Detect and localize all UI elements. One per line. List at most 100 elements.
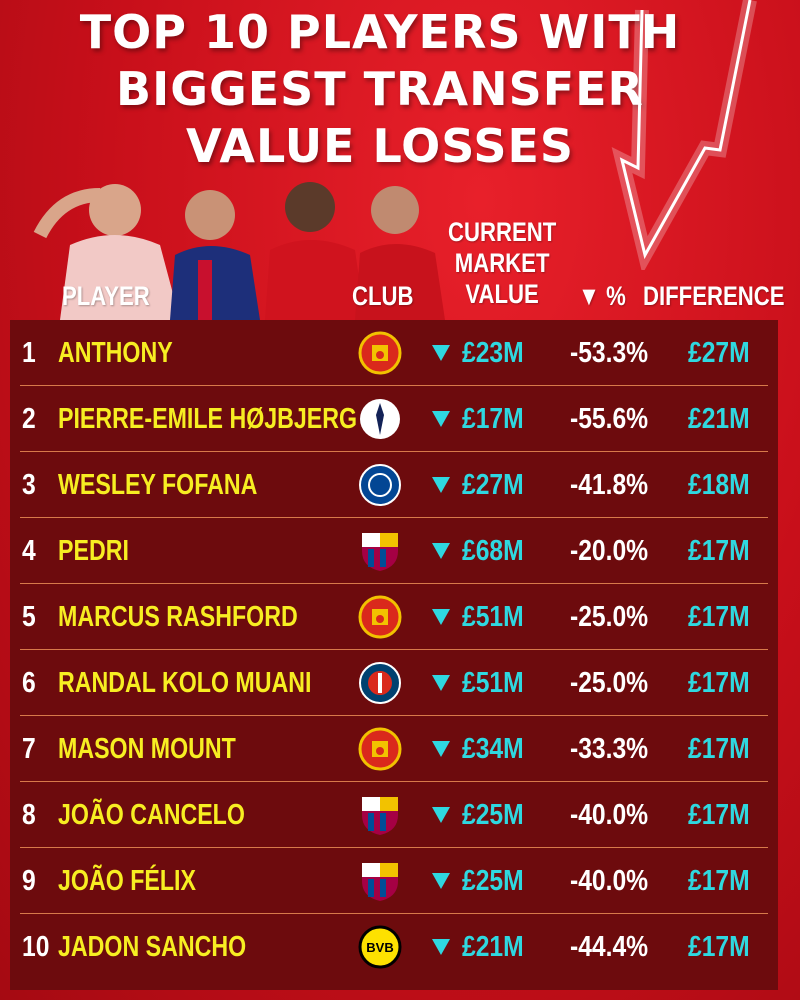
table-row: 8 JOÃO CANCELO £25M -40.0% £17M — [10, 782, 778, 848]
rank: 1 — [22, 337, 36, 369]
player-name: PIERRE-EMILE HØJBJERG — [58, 403, 358, 435]
page-title: TOP 10 PLAYERS WITH BIGGEST TRANSFER VAL… — [79, 5, 681, 173]
down-triangle-icon — [432, 939, 450, 955]
market-value: £21M — [462, 931, 524, 963]
down-triangle-icon — [432, 411, 450, 427]
player-name: JOÃO CANCELO — [58, 799, 245, 831]
down-triangle-icon — [432, 477, 450, 493]
svg-text:BVB: BVB — [366, 940, 393, 955]
down-triangle-icon — [432, 675, 450, 691]
row-divider — [20, 649, 768, 650]
header-player: PLAYER — [62, 281, 150, 311]
rank: 9 — [22, 865, 36, 897]
player-photo — [355, 186, 445, 320]
rank: 10 — [22, 931, 50, 963]
row-divider — [20, 781, 768, 782]
row-divider — [20, 583, 768, 584]
percent-change: -40.0% — [570, 799, 649, 831]
market-value: £17M — [462, 403, 524, 435]
table-row: 7 MASON MOUNT £34M -33.3% £17M — [10, 716, 778, 782]
header-value: CURRENT MARKET VALUE — [448, 217, 557, 309]
barcelona-crest-icon — [362, 797, 398, 835]
market-value: £23M — [462, 337, 524, 369]
barcelona-crest-icon — [362, 863, 398, 901]
market-value: £25M — [462, 865, 524, 897]
tottenham-hotspur-crest-icon — [360, 399, 400, 439]
table-row: 1 ANTHONY £23M -53.3% £27M — [10, 320, 778, 386]
player-photo — [265, 182, 365, 320]
table-row: 3 WESLEY FOFANA £27M -41.8% £18M — [10, 452, 778, 518]
player-photo — [33, 184, 180, 320]
value-difference: £17M — [688, 799, 750, 831]
rank: 3 — [22, 469, 36, 501]
value-difference: £18M — [688, 469, 750, 501]
value-difference: £17M — [688, 733, 750, 765]
market-value: £51M — [462, 667, 524, 699]
row-divider — [20, 913, 768, 914]
market-value: £27M — [462, 469, 524, 501]
rank: 5 — [22, 601, 36, 633]
value-difference: £17M — [688, 931, 750, 963]
percent-change: -40.0% — [570, 865, 649, 897]
chelsea-crest-icon — [359, 464, 401, 506]
table-row: 4 PEDRI £68M -20.0% £17M — [10, 518, 778, 584]
player-name: PEDRI — [58, 535, 129, 567]
player-name: JADON SANCHO — [58, 931, 247, 963]
value-difference: £17M — [688, 865, 750, 897]
psg-crest-icon — [359, 662, 401, 704]
table-row: 9 JOÃO FÉLIX £25M -40.0% £17M — [10, 848, 778, 914]
value-difference: £27M — [688, 337, 750, 369]
player-name: WESLEY FOFANA — [58, 469, 258, 501]
manchester-united-crest-icon — [358, 331, 402, 375]
value-difference: £17M — [688, 601, 750, 633]
header-difference: DIFFERENCE — [643, 281, 785, 311]
down-triangle-icon — [432, 873, 450, 889]
table-row: 5 MARCUS RASHFORD £51M -25.0% £17M — [10, 584, 778, 650]
player-name: ANTHONY — [58, 337, 173, 369]
market-value: £68M — [462, 535, 524, 567]
down-triangle-icon — [432, 609, 450, 625]
market-value: £51M — [462, 601, 524, 633]
rank: 7 — [22, 733, 36, 765]
table-row: 2 PIERRE-EMILE HØJBJERG £17M -55.6% £21M — [10, 386, 778, 452]
player-name: MARCUS RASHFORD — [58, 601, 298, 633]
header-club: CLUB — [352, 281, 414, 311]
percent-change: -33.3% — [570, 733, 649, 765]
header-pct: ▼ % — [578, 281, 626, 311]
borussia-dortmund-crest-icon: BVB — [358, 925, 402, 969]
rank: 8 — [22, 799, 36, 831]
player-name: MASON MOUNT — [58, 733, 236, 765]
percent-change: -25.0% — [570, 601, 649, 633]
player-name: RANDAL KOLO MUANI — [58, 667, 312, 699]
value-difference: £21M — [688, 403, 750, 435]
player-name: JOÃO FÉLIX — [58, 865, 196, 897]
down-triangle-icon — [432, 543, 450, 559]
down-arrow-icon — [611, 0, 757, 270]
row-divider — [20, 517, 768, 518]
row-divider — [20, 715, 768, 716]
down-triangle-icon — [432, 345, 450, 361]
percent-change: -55.6% — [570, 403, 649, 435]
player-photos — [33, 182, 445, 320]
percent-change: -20.0% — [570, 535, 649, 567]
down-triangle-icon — [432, 807, 450, 823]
percent-change: -41.8% — [570, 469, 649, 501]
rank: 6 — [22, 667, 36, 699]
ranking-table: 1 ANTHONY £23M -53.3% £27M 2 PIERRE-EMILE HØJB… — [10, 320, 778, 990]
rank: 4 — [22, 535, 36, 567]
percent-change: -25.0% — [570, 667, 649, 699]
table-row: 6 RANDAL KOLO MUANI £51M -25.0% £17M — [10, 650, 778, 716]
market-value: £34M — [462, 733, 524, 765]
row-divider — [20, 451, 768, 452]
percent-change: -44.4% — [570, 931, 649, 963]
percent-change: -53.3% — [570, 337, 649, 369]
market-value: £25M — [462, 799, 524, 831]
manchester-united-crest-icon — [358, 595, 402, 639]
row-divider — [20, 385, 768, 386]
barcelona-crest-icon — [362, 533, 398, 571]
value-difference: £17M — [688, 667, 750, 699]
value-difference: £17M — [688, 535, 750, 567]
manchester-united-crest-icon — [358, 727, 402, 771]
down-triangle-icon — [432, 741, 450, 757]
table-row: 10 JADON SANCHO BVB £21M -44.4% £17M — [10, 914, 778, 980]
